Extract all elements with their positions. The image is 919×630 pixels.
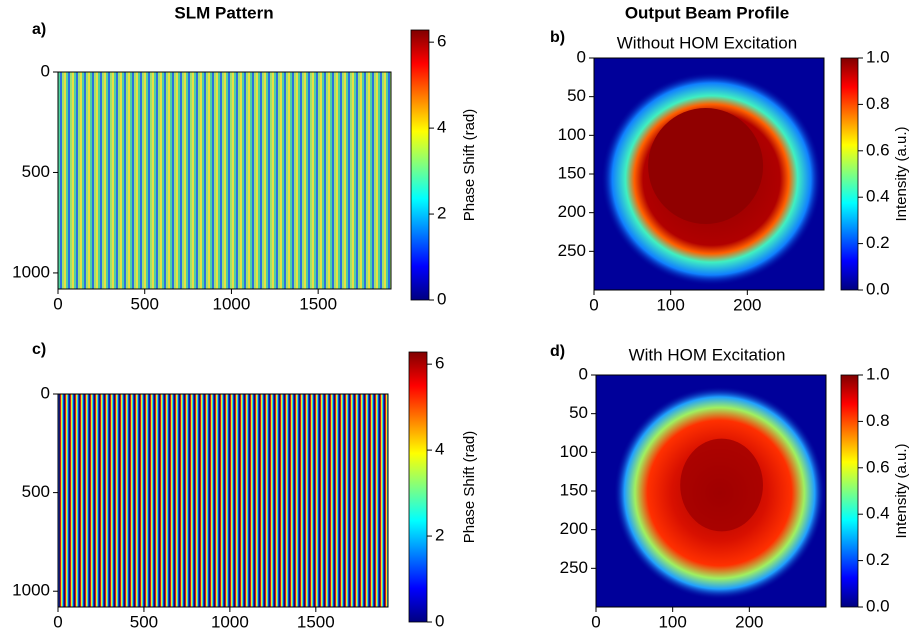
panel-label: c) <box>32 341 46 358</box>
x-tick-label: 0 <box>53 294 62 313</box>
y-tick-label: 50 <box>567 86 586 105</box>
colorbar-tick-label: 0.2 <box>866 550 890 569</box>
y-tick-label: 150 <box>558 163 586 182</box>
colorbar-tick-label: 2 <box>437 204 446 223</box>
colorbar-tick-label: 0.0 <box>866 279 890 298</box>
y-tick-label: 1000 <box>12 581 50 600</box>
colorbar-label: Intensity (a.u.) <box>893 126 910 221</box>
x-tick-label: 100 <box>658 612 686 630</box>
y-tick-label: 250 <box>560 558 588 577</box>
x-tick-label: 0 <box>591 612 600 630</box>
y-tick-label: 100 <box>558 125 586 144</box>
y-tick-label: 500 <box>22 162 50 181</box>
heatmap-image <box>58 394 388 607</box>
y-tick-label: 150 <box>560 480 588 499</box>
x-tick-label: 200 <box>735 612 763 630</box>
x-tick-label: 1000 <box>213 294 251 313</box>
colorbar-tick-label: 0.2 <box>866 233 890 252</box>
axes-frame <box>57 393 389 608</box>
axes-frame <box>57 71 392 290</box>
colorbar-tick-label: 4 <box>435 440 444 459</box>
colorbar <box>840 374 859 608</box>
panel-title: Without HOM Excitation <box>617 33 797 52</box>
x-tick-label: 1000 <box>211 612 249 630</box>
colorbar-tick-label: 0.6 <box>866 457 890 476</box>
y-tick-label: 200 <box>560 519 588 538</box>
y-tick-label: 0 <box>577 47 586 66</box>
y-tick-label: 500 <box>22 482 50 501</box>
panel-label: b) <box>550 29 565 46</box>
colorbar-tick-label: 0.4 <box>866 187 890 206</box>
colorbar-tick-label: 0.8 <box>866 94 890 113</box>
y-tick-label: 0 <box>579 364 588 383</box>
colorbar-tick-label: 2 <box>435 526 444 545</box>
x-tick-label: 500 <box>130 612 158 630</box>
x-tick-label: 0 <box>589 295 598 314</box>
x-tick-label: 0 <box>53 612 62 630</box>
beam-core <box>680 438 763 532</box>
colorbar-label: Phase Shift (rad) <box>461 109 478 222</box>
colorbar <box>840 57 859 291</box>
x-tick-label: 100 <box>656 295 684 314</box>
y-tick-label: 100 <box>560 442 588 461</box>
colorbar-label: Intensity (a.u.) <box>893 443 910 538</box>
colorbar <box>408 351 428 623</box>
colorbar-tick-label: 6 <box>435 354 444 373</box>
column-title: SLM Pattern <box>174 3 273 22</box>
x-tick-label: 1500 <box>297 612 335 630</box>
x-tick-label: 500 <box>131 294 159 313</box>
y-tick-label: 50 <box>569 403 588 422</box>
panel-label: d) <box>550 343 565 360</box>
colorbar-tick-label: 0.4 <box>866 504 890 523</box>
y-tick-label: 200 <box>558 202 586 221</box>
colorbar-tick-label: 0 <box>435 611 444 630</box>
heatmap-image <box>58 72 391 289</box>
colorbar-tick-label: 0.6 <box>866 140 890 159</box>
colorbar-tick-label: 0.0 <box>866 596 890 615</box>
x-tick-label: 1500 <box>299 294 337 313</box>
colorbar-tick-label: 4 <box>437 118 446 137</box>
y-tick-label: 0 <box>41 383 50 402</box>
y-tick-label: 250 <box>558 241 586 260</box>
y-tick-label: 0 <box>41 61 50 80</box>
x-tick-label: 200 <box>733 295 761 314</box>
colorbar-tick-label: 0 <box>437 289 446 308</box>
colorbar-tick-label: 0.8 <box>866 411 890 430</box>
colorbar-tick-label: 1.0 <box>866 364 890 383</box>
beam-core <box>648 108 764 224</box>
column-title: Output Beam Profile <box>625 3 789 22</box>
colorbar-label: Phase Shift (rad) <box>461 431 478 544</box>
colorbar-tick-label: 1.0 <box>866 47 890 66</box>
y-tick-label: 1000 <box>12 262 50 281</box>
colorbar-tick-label: 6 <box>437 32 446 51</box>
panel-title: With HOM Excitation <box>629 345 786 364</box>
colorbar <box>410 29 430 301</box>
panel-label: a) <box>32 21 46 38</box>
